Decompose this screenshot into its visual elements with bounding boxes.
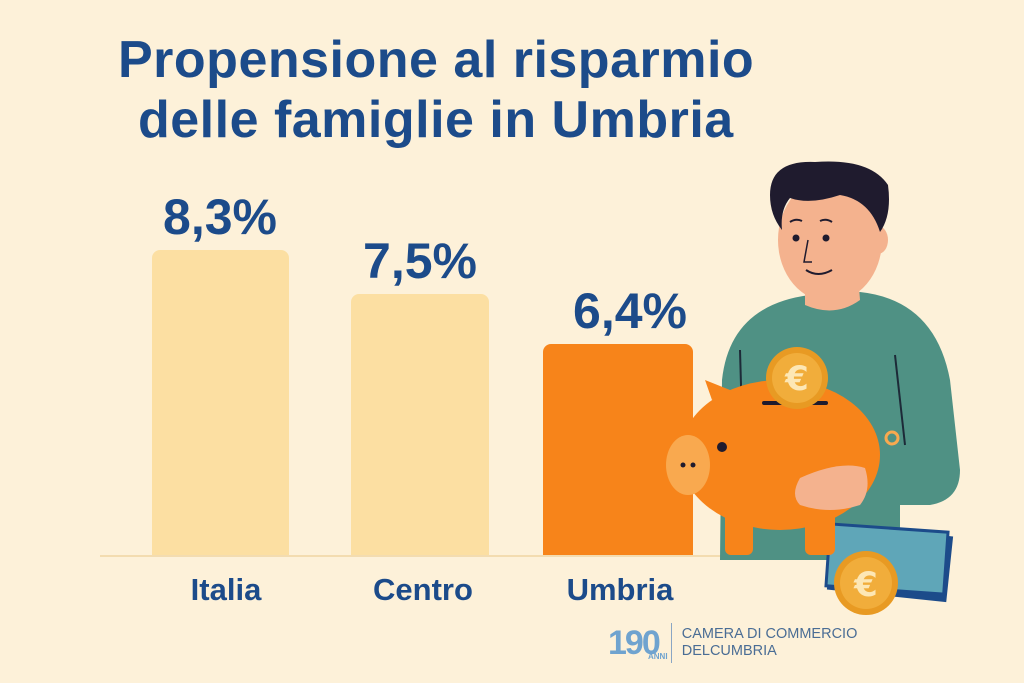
title-line-2: delle famiglie in Umbria [138,91,734,149]
value-label-italia: 8,3% [163,189,277,245]
logo-divider [670,623,672,663]
x-axis-line [100,555,840,557]
logo-line-1: CAMERA DI COMMERCIO [681,626,858,642]
anni-label: ANNI [648,651,668,661]
logo-text: CAMERA DI COMMERCIO DELCUMBRIA [682,626,858,660]
logo-line-2: DELCUMBRIA [681,643,777,659]
svg-text:€: € [853,565,878,605]
category-label-umbria: Umbria [566,572,674,607]
man-with-piggy-bank-illustration: € € [666,161,960,615]
anniversary-number: 190 ANNI [608,623,668,662]
category-label-centro: Centro [373,572,473,607]
camera-commercio-logo: 190 ANNI CAMERA DI COMMERCIO DELCUMBRIA [608,623,857,663]
bar-centro [351,294,489,555]
chart-title: Propensione al risparmio delle famiglie … [118,30,878,150]
title-line-1: Propensione al risparmio [118,31,755,89]
bar-umbria [543,344,693,555]
bar-italia [152,250,289,555]
value-label-umbria: 6,4% [573,283,687,339]
euro-icon: € [784,359,809,399]
category-label-italia: Italia [190,572,262,607]
value-label-centro: 7,5% [363,233,477,289]
